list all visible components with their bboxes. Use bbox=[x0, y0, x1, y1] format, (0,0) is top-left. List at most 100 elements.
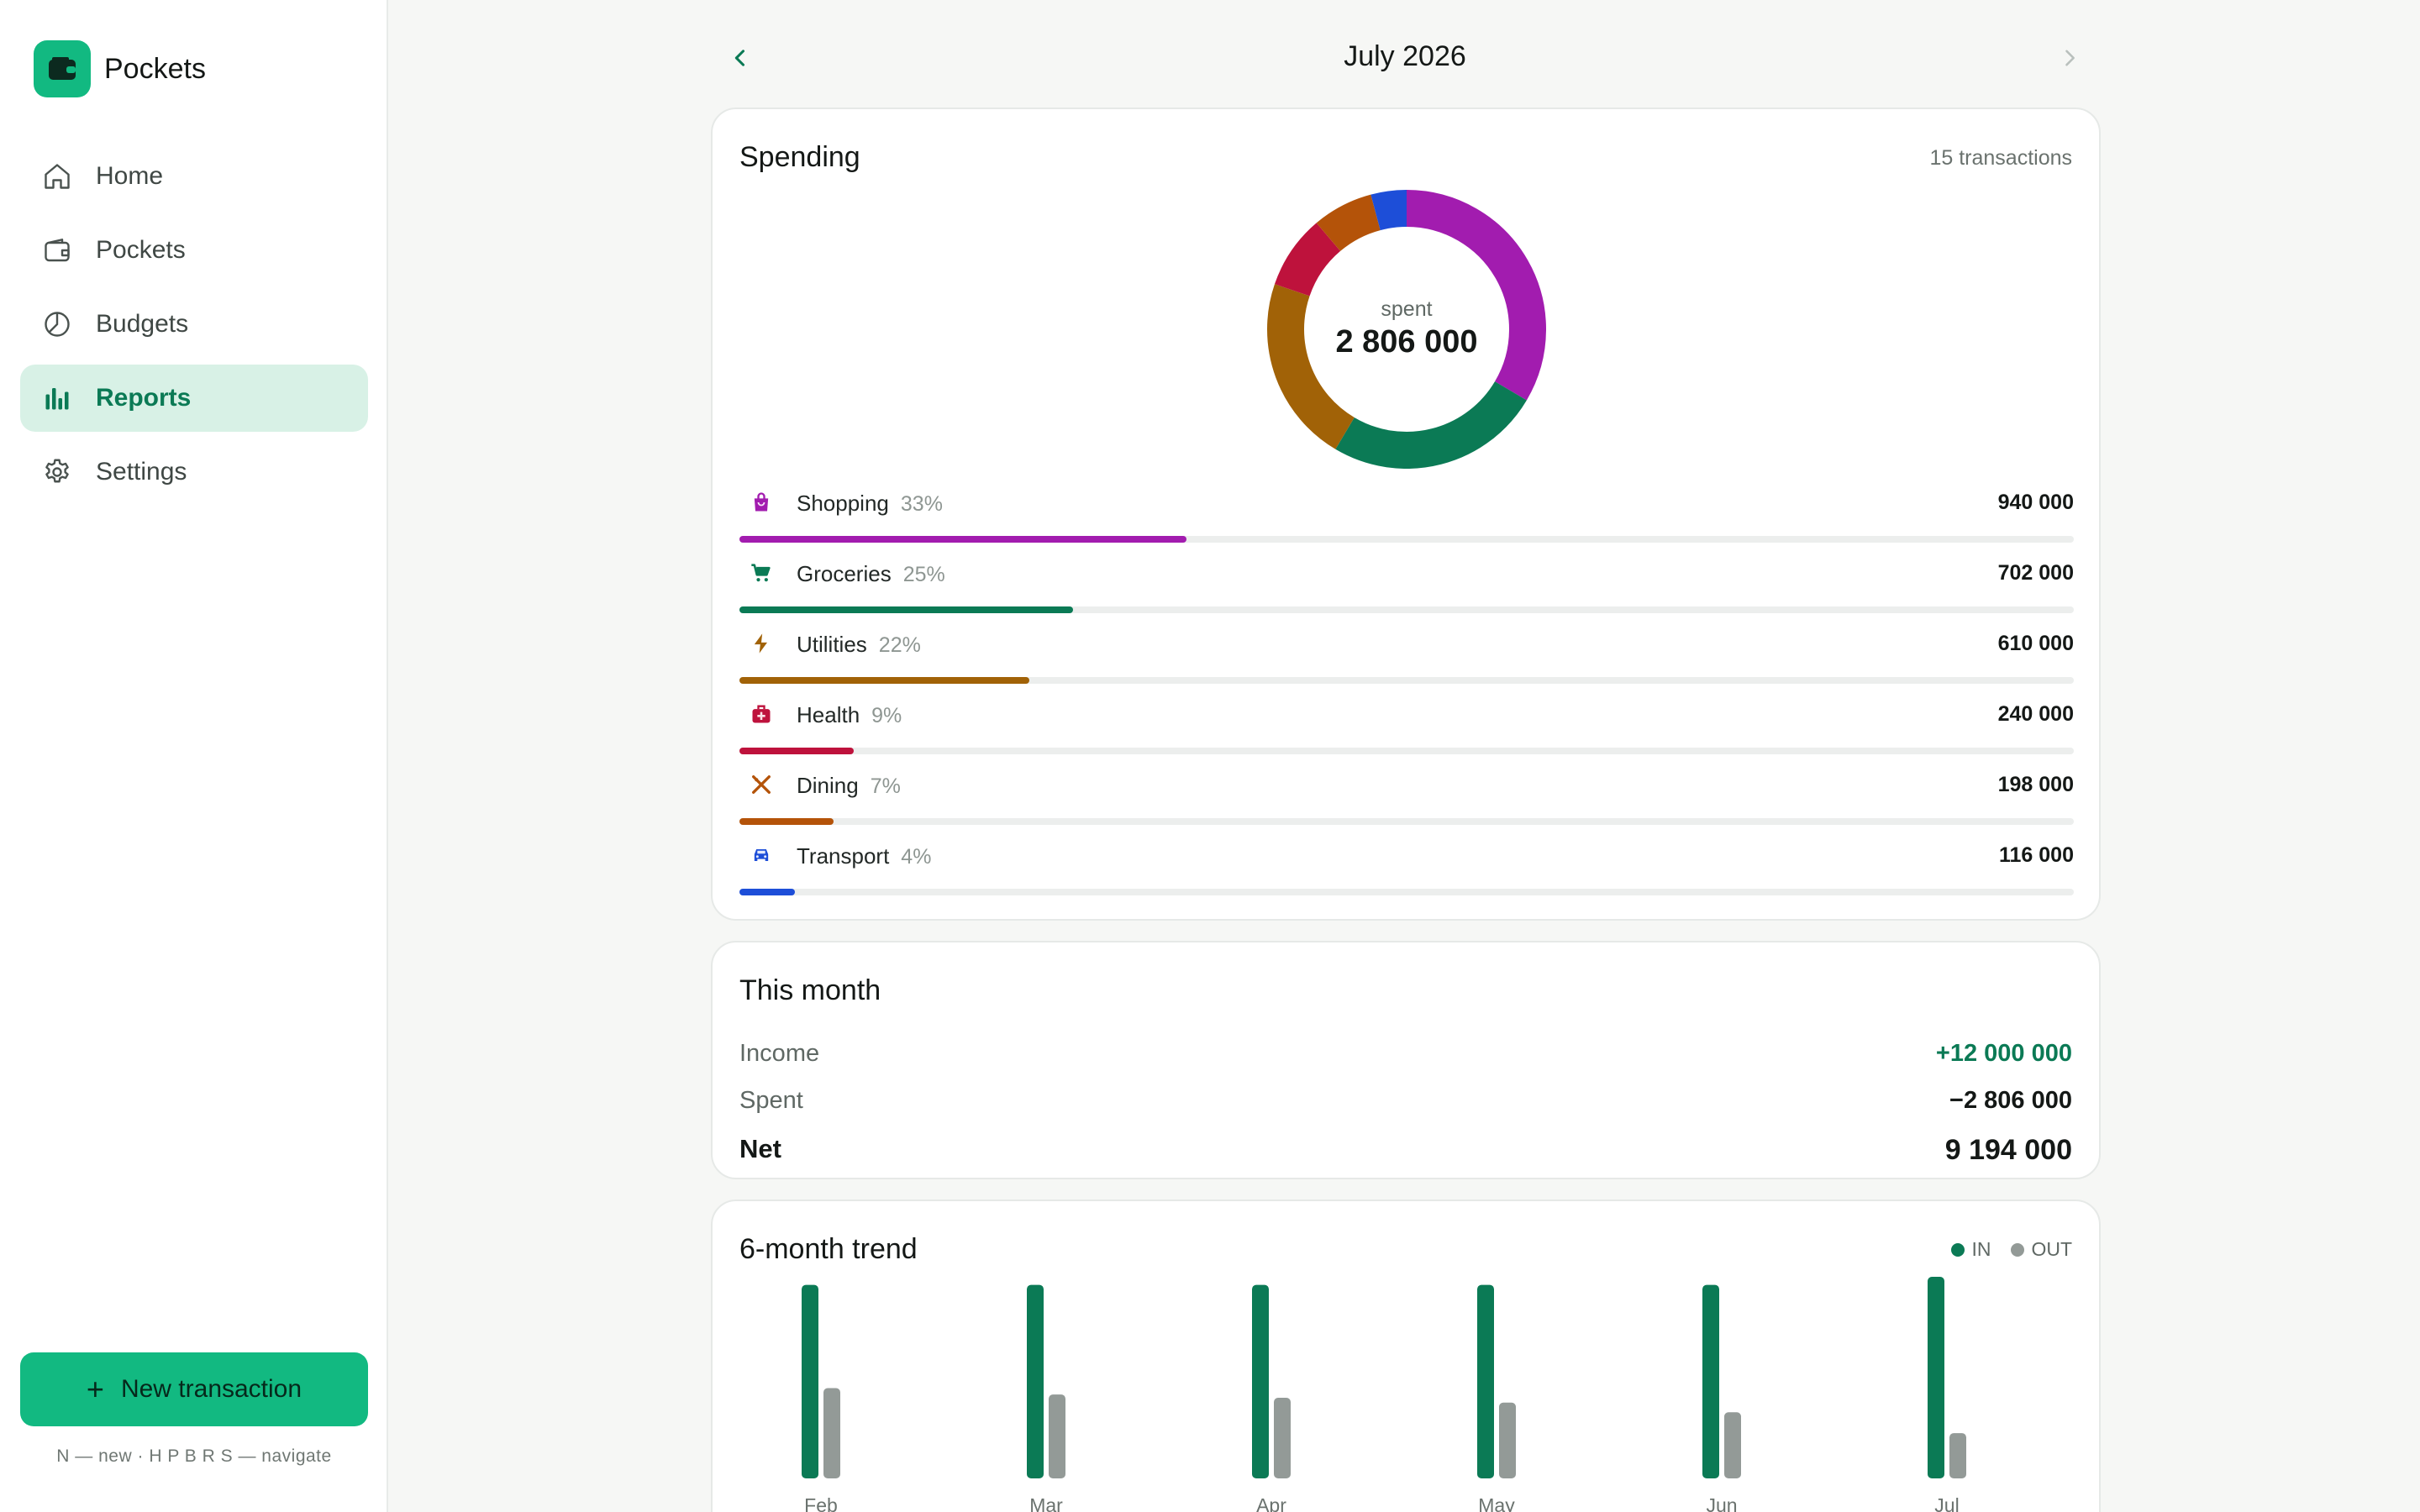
sidebar-item-label: Reports bbox=[96, 384, 192, 412]
bar-in-jul[interactable] bbox=[1928, 1277, 1944, 1478]
category-row-groceries[interactable]: Groceries 25% 702 000 bbox=[739, 551, 2074, 622]
bar-in-may[interactable] bbox=[1477, 1284, 1494, 1478]
transaction-count: 15 transactions bbox=[1929, 146, 2072, 170]
category-progress-track bbox=[739, 536, 2074, 543]
donut-segment-transport[interactable] bbox=[1370, 190, 1407, 231]
x-tick-label: Jun bbox=[1706, 1494, 1737, 1512]
previous-month-button[interactable] bbox=[711, 29, 770, 87]
donut-segment-dining[interactable] bbox=[1316, 194, 1381, 252]
bar-in-apr[interactable] bbox=[1252, 1284, 1269, 1478]
category-list: Shopping 33% 940 000 Groceries 25% 702 000 bbox=[739, 480, 2074, 904]
category-amount: 610 000 bbox=[1997, 632, 2074, 655]
sidebar-item-home[interactable]: Home bbox=[20, 143, 368, 210]
bar-in-feb[interactable] bbox=[802, 1284, 818, 1478]
chevron-right-icon bbox=[2065, 50, 2075, 66]
x-tick-label: Mar bbox=[1029, 1494, 1063, 1512]
donut-segment-utilities[interactable] bbox=[1267, 284, 1355, 449]
x-tick-label: Feb bbox=[804, 1494, 838, 1512]
net-label: Net bbox=[739, 1134, 781, 1163]
donut-segment-shopping[interactable] bbox=[1406, 190, 1546, 401]
main-content: July 2026 Spending 15 transactions spent… bbox=[388, 0, 2420, 1512]
sidebar-nav: Home Pockets Budgets Reports bbox=[20, 143, 368, 512]
sidebar-item-label: Budgets bbox=[96, 310, 189, 338]
bar-out-jun[interactable] bbox=[1724, 1412, 1741, 1478]
x-tick-label: May bbox=[1478, 1494, 1515, 1512]
net-row: Net 9 194 000 bbox=[739, 1134, 2072, 1168]
legend-dot-in bbox=[1951, 1242, 1965, 1257]
chevron-left-icon bbox=[734, 50, 745, 66]
donut-center: spent 2 806 000 bbox=[1267, 190, 1546, 469]
this-month-title: This month bbox=[739, 974, 881, 1006]
category-amount: 702 000 bbox=[1997, 561, 2074, 585]
category-progress-fill bbox=[739, 818, 834, 825]
category-percent: 7% bbox=[870, 774, 901, 798]
legend-in: IN bbox=[1951, 1238, 1991, 1261]
category-amount: 116 000 bbox=[1999, 843, 2074, 867]
category-row-shopping[interactable]: Shopping 33% 940 000 bbox=[739, 480, 2074, 551]
bar-out-apr[interactable] bbox=[1274, 1398, 1291, 1478]
category-row-utilities[interactable]: Utilities 22% 610 000 bbox=[739, 622, 2074, 692]
this-month-card: This month Income +12 000 000 Spent −2 8… bbox=[711, 941, 2101, 1179]
sidebar-item-label: Settings bbox=[96, 458, 187, 486]
app-name: Pockets bbox=[104, 52, 206, 85]
donut-segment-groceries[interactable] bbox=[1335, 381, 1527, 469]
legend-out: OUT bbox=[2011, 1238, 2072, 1261]
category-percent: 9% bbox=[871, 704, 902, 727]
trend-legend: IN OUT bbox=[1931, 1238, 2072, 1261]
category-amount: 940 000 bbox=[1997, 491, 2074, 514]
net-value: 9 194 000 bbox=[1944, 1134, 2072, 1166]
category-progress-fill bbox=[739, 748, 854, 754]
spending-title: Spending bbox=[739, 141, 860, 173]
brand[interactable]: Pockets bbox=[34, 40, 206, 97]
total-spent: 2 806 000 bbox=[1335, 324, 1478, 360]
sidebar-item-reports[interactable]: Reports bbox=[20, 365, 368, 432]
donut-segment-health[interactable] bbox=[1274, 223, 1341, 297]
new-transaction-label: New transaction bbox=[120, 1375, 302, 1403]
category-row-dining[interactable]: Dining 7% 198 000 bbox=[739, 763, 2074, 833]
category-name: Shopping bbox=[797, 491, 889, 516]
bar-in-jun[interactable] bbox=[1702, 1284, 1719, 1478]
bar-out-feb[interactable] bbox=[823, 1388, 840, 1478]
category-percent: 4% bbox=[901, 845, 932, 869]
bar-in-mar[interactable] bbox=[1027, 1284, 1044, 1478]
sidebar-item-pockets[interactable]: Pockets bbox=[20, 217, 368, 284]
spending-donut-chart bbox=[1267, 190, 1546, 469]
x-tick-label: Jul bbox=[1934, 1494, 1959, 1512]
sidebar-item-settings[interactable]: Settings bbox=[20, 438, 368, 506]
car-icon bbox=[739, 833, 783, 877]
sidebar-item-budgets[interactable]: Budgets bbox=[20, 291, 368, 358]
bar-out-may[interactable] bbox=[1499, 1402, 1516, 1478]
category-name: Dining bbox=[797, 773, 859, 798]
category-name: Groceries bbox=[797, 561, 892, 586]
income-row: Income +12 000 000 bbox=[739, 1040, 2072, 1074]
category-progress-track bbox=[739, 748, 2074, 754]
category-row-transport[interactable]: Transport 4% 116 000 bbox=[739, 833, 2074, 904]
home-icon bbox=[40, 160, 74, 193]
keyboard-shortcut-hint: N — new · H P B R S — navigate bbox=[56, 1446, 332, 1466]
x-tick-label: Apr bbox=[1256, 1494, 1286, 1512]
income-label: Income bbox=[739, 1040, 820, 1067]
donut-subtitle: spent bbox=[1381, 297, 1433, 321]
category-percent: 25% bbox=[902, 563, 945, 586]
category-name: Transport bbox=[797, 843, 890, 869]
sidebar-item-label: Pockets bbox=[96, 236, 186, 264]
plus-icon: + bbox=[86, 1372, 104, 1406]
new-transaction-button[interactable]: + New transaction bbox=[20, 1352, 368, 1426]
category-progress-track bbox=[739, 606, 2074, 613]
wallet-logo-icon bbox=[34, 40, 91, 97]
category-progress-track bbox=[739, 818, 2074, 825]
category-name: Utilities bbox=[797, 632, 867, 657]
bar-chart-icon bbox=[40, 381, 74, 415]
category-percent: 33% bbox=[900, 492, 943, 516]
next-month-button[interactable] bbox=[2040, 29, 2099, 87]
bar-out-mar[interactable] bbox=[1049, 1394, 1065, 1478]
month-title: July 2026 bbox=[1344, 40, 1466, 72]
category-progress-fill bbox=[739, 536, 1186, 543]
category-progress-fill bbox=[739, 889, 795, 895]
trend-card: Feb Mar Apr May Jun Jul 6-month trend IN OUT bbox=[711, 1200, 2101, 1512]
category-progress-fill bbox=[739, 606, 1074, 613]
income-value: +12 000 000 bbox=[1935, 1040, 2072, 1067]
category-row-health[interactable]: Health 9% 240 000 bbox=[739, 692, 2074, 763]
month-navigator: July 2026 bbox=[711, 29, 2099, 87]
bar-out-jul[interactable] bbox=[1949, 1433, 1966, 1478]
